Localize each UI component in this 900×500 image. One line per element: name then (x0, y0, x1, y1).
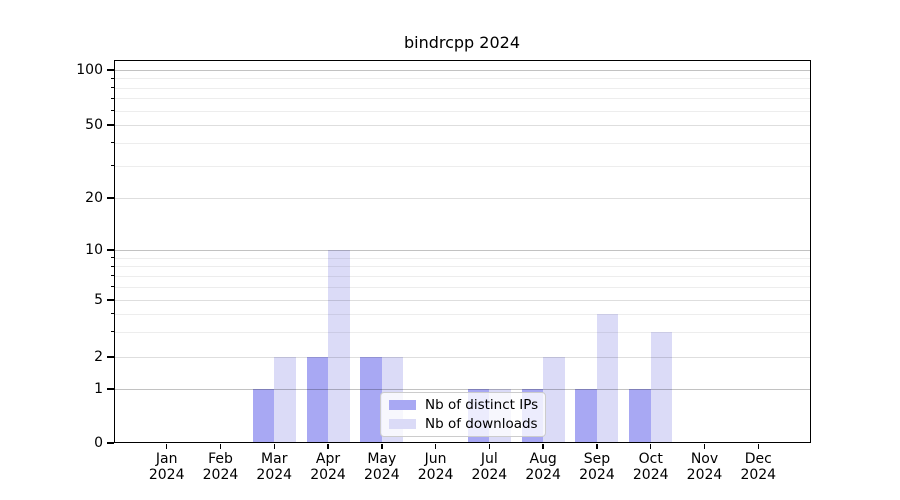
y-tick-label-20: 20 (85, 190, 103, 206)
y-tick-100 (107, 69, 114, 71)
bar-nb-of-distinct-ips-oct (629, 389, 651, 443)
y-tick-2 (107, 356, 114, 358)
x-tick-year-jul: 2024 (471, 467, 508, 483)
x-tick-year-feb: 2024 (202, 467, 239, 483)
y-tick-0 (107, 442, 114, 444)
x-tick-aug (542, 443, 544, 449)
legend-item-downloads: Nb of downloads (389, 415, 538, 432)
x-tick-year-mar: 2024 (256, 467, 293, 483)
y-minor-tick-4 (110, 313, 114, 315)
x-tick-apr (327, 443, 329, 449)
legend-item-distinct-ips: Nb of distinct IPs (389, 397, 539, 414)
x-tick-label-jul: Jul 2024 (457, 451, 521, 483)
y-tick-20 (107, 197, 114, 199)
y-minor-tick-90 (110, 77, 114, 79)
x-tick-label-nov: Nov 2024 (673, 451, 737, 483)
x-tick-year-dec: 2024 (740, 467, 777, 483)
legend-patch-downloads-icon (389, 418, 416, 429)
y-minor-tick-70 (110, 97, 114, 99)
x-tick-year-oct: 2024 (632, 467, 669, 483)
x-tick-mar (273, 443, 275, 449)
x-tick-label-feb: Feb 2024 (188, 451, 252, 483)
y-tick-label-50: 50 (85, 117, 103, 133)
y-minor-tick-60 (110, 110, 114, 112)
x-tick-year-jun: 2024 (417, 467, 454, 483)
x-tick-year-apr: 2024 (310, 467, 346, 483)
bar-nb-of-downloads-aug (543, 357, 565, 443)
x-tick-nov (703, 443, 706, 449)
x-tick-label-apr: Apr 2024 (296, 451, 360, 483)
y-minor-tick-8 (110, 265, 114, 267)
legend: Nb of distinct IPs Nb of downloads (380, 392, 546, 437)
bar-nb-of-downloads-sep (596, 313, 619, 443)
bar-nb-of-distinct-ips-mar (252, 389, 275, 443)
legend-label-distinct-ips: Nb of distinct IPs (425, 397, 539, 414)
x-tick-oct (649, 443, 652, 449)
y-tick-label-2: 2 (94, 349, 103, 365)
x-tick-label-dec: Dec 2024 (726, 451, 790, 483)
bar-nb-of-downloads-oct (650, 331, 673, 443)
x-tick-year-sep: 2024 (579, 467, 615, 483)
y-minor-tick-9 (110, 257, 114, 259)
x-tick-jan (165, 443, 168, 449)
bar-nb-of-downloads-apr (328, 250, 350, 443)
x-tick-label-may: May 2024 (350, 451, 414, 483)
y-minor-tick-7 (110, 275, 114, 277)
x-tick-year-may: 2024 (363, 467, 400, 483)
x-tick-year-nov: 2024 (686, 467, 723, 483)
x-tick-year-jan: 2024 (148, 467, 185, 483)
y-minor-tick-6 (110, 286, 114, 288)
y-minor-tick-30 (110, 165, 114, 167)
x-tick-may (381, 443, 383, 449)
y-tick-label-10: 10 (85, 242, 103, 258)
x-tick-sep (596, 443, 598, 449)
y-minor-tick-3 (110, 331, 114, 333)
x-tick-label-aug: Aug 2024 (511, 451, 575, 483)
bar-nb-of-distinct-ips-apr (306, 357, 329, 443)
y-tick-label-5: 5 (94, 292, 103, 308)
x-tick-year-aug: 2024 (525, 467, 561, 483)
y-tick-label-0: 0 (94, 435, 103, 451)
bar-nb-of-distinct-ips-sep (575, 389, 597, 443)
y-tick-50 (107, 124, 114, 126)
x-tick-dec (757, 443, 760, 449)
x-tick-label-jun: Jun 2024 (404, 451, 468, 483)
legend-patch-distinct-ips-icon (389, 400, 416, 411)
y-tick-5 (107, 299, 114, 301)
y-tick-label-1: 1 (94, 381, 103, 397)
x-tick-feb (219, 443, 222, 449)
bar-nb-of-downloads-mar (274, 357, 296, 443)
x-tick-jun (434, 443, 437, 449)
y-tick-1 (107, 388, 114, 390)
x-tick-label-mar: Mar 2024 (242, 451, 306, 483)
x-tick-label-oct: Oct 2024 (619, 451, 683, 483)
bar-nb-of-distinct-ips-may (360, 357, 382, 443)
chart-title: bindrcpp 2024 (403, 33, 521, 52)
y-minor-tick-80 (110, 87, 114, 89)
x-tick-label-sep: Sep 2024 (565, 451, 629, 483)
y-tick-10 (107, 249, 114, 251)
y-minor-tick-40 (110, 142, 114, 144)
x-tick-label-jan: Jan 2024 (135, 451, 199, 483)
x-tick-jul (488, 443, 491, 449)
y-tick-label-100: 100 (76, 62, 103, 78)
legend-label-downloads: Nb of downloads (425, 415, 538, 432)
